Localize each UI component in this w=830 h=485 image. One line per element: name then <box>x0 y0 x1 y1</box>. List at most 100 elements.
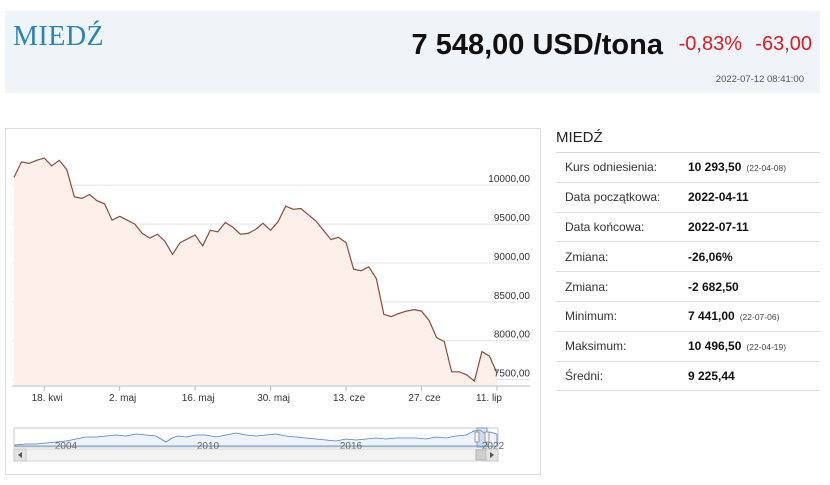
price-point[interactable] <box>230 225 235 230</box>
stats-label: Data początkowa: <box>556 182 688 213</box>
price-point[interactable] <box>102 201 107 206</box>
scrollbar-thumb[interactable] <box>475 449 487 461</box>
price-point[interactable] <box>351 267 356 272</box>
price-point[interactable] <box>208 228 213 233</box>
price-point[interactable] <box>147 236 152 241</box>
price-point[interactable] <box>464 372 469 377</box>
stats-row: Minimum: 7 441,00 (22-07-06) <box>556 301 820 332</box>
price-point[interactable] <box>140 231 145 236</box>
price-point[interactable] <box>389 314 394 319</box>
stats-row: Data początkowa: 2022-04-11 <box>556 182 820 213</box>
price-point[interactable] <box>42 156 47 161</box>
price-point[interactable] <box>178 240 183 245</box>
price-point[interactable] <box>268 228 273 233</box>
price-point[interactable] <box>117 214 122 219</box>
instrument-title: MIEDŹ <box>13 21 105 52</box>
navigator-year-label: 2004 <box>55 441 78 452</box>
stats-value: -26,06% <box>688 249 733 264</box>
navigator-labels: 2004 2010 2016 2022 <box>55 441 505 452</box>
stats-value: 7 441,00 <box>688 309 735 324</box>
stats-row: Maksimum: 10 496,50 (22-04-19) <box>556 331 820 362</box>
price-point[interactable] <box>162 239 167 244</box>
price-point[interactable] <box>283 204 288 209</box>
stats-label: Średni: <box>556 361 688 392</box>
price-point[interactable] <box>155 232 160 237</box>
price-point[interactable] <box>321 228 326 233</box>
price-point[interactable] <box>185 236 190 241</box>
stats-label: Kurs odniesienia: <box>556 152 688 183</box>
price-point[interactable] <box>381 312 386 317</box>
price-point[interactable] <box>298 206 303 211</box>
stats-date: (22-04-19) <box>746 342 787 353</box>
price-point[interactable] <box>404 309 409 314</box>
navigator-handle-left[interactable] <box>474 431 480 443</box>
price-point[interactable] <box>457 369 462 374</box>
price-point[interactable] <box>487 354 492 359</box>
price-point[interactable] <box>95 198 100 203</box>
price-point[interactable] <box>472 379 477 384</box>
price-point[interactable] <box>64 167 69 172</box>
price-point[interactable] <box>87 192 92 197</box>
stats-value: 10 293,50 <box>688 160 742 175</box>
price-point[interactable] <box>427 318 432 323</box>
price-point[interactable] <box>193 233 198 238</box>
price-point[interactable] <box>170 252 175 257</box>
price-point[interactable] <box>366 264 371 269</box>
price-point[interactable] <box>291 207 296 212</box>
change-absolute: -63,00 <box>755 33 812 55</box>
navigator-area <box>14 429 498 447</box>
price-point[interactable] <box>27 161 32 166</box>
price-point[interactable] <box>110 218 115 223</box>
price-point[interactable] <box>19 159 24 164</box>
price-point[interactable] <box>329 237 334 242</box>
change-percent: -0,83% <box>678 33 742 55</box>
price-point[interactable] <box>434 335 439 340</box>
price-point[interactable] <box>215 229 220 234</box>
price-point[interactable] <box>449 369 454 374</box>
price-point[interactable] <box>246 231 251 236</box>
price-point[interactable] <box>336 235 341 240</box>
price-point[interactable] <box>359 268 364 273</box>
price-point[interactable] <box>442 339 447 344</box>
y-tick-label: 8500,00 <box>494 291 531 302</box>
price-point[interactable] <box>313 219 318 224</box>
price-chart-svg[interactable]: 10000,00 9500,00 9000,00 8500,00 8000,00 7500… <box>6 129 542 476</box>
price-point[interactable] <box>306 212 311 217</box>
x-tick-label: 16. maj <box>182 393 215 404</box>
price-point[interactable] <box>49 163 54 168</box>
chevron-left-icon <box>18 452 22 458</box>
price-point[interactable] <box>261 221 266 226</box>
price-point[interactable] <box>344 240 349 245</box>
stats-label: Zmiana: <box>556 271 688 302</box>
price-point[interactable] <box>479 349 484 354</box>
navigator-year-label: 2022 <box>482 441 505 452</box>
price-point[interactable] <box>34 158 39 163</box>
stats-value-cell: 10 293,50 (22-04-08) <box>688 152 820 183</box>
price-point[interactable] <box>223 220 228 225</box>
y-tick-label: 8000,00 <box>494 330 531 341</box>
stats-row: Średni: 9 225,44 <box>556 361 820 392</box>
price-point[interactable] <box>419 309 424 314</box>
price-point[interactable] <box>276 219 281 224</box>
price-point[interactable] <box>374 276 379 281</box>
price-point[interactable] <box>72 194 77 199</box>
price-point[interactable] <box>12 175 17 180</box>
price-point[interactable] <box>253 227 258 232</box>
stats-row: Zmiana: -26,06% <box>556 241 820 273</box>
stats-row: Kurs odniesienia: 10 293,50 (22-04-08) <box>556 152 820 183</box>
price-point[interactable] <box>125 218 130 223</box>
price-point[interactable] <box>396 311 401 316</box>
stats-value-cell: 9 225,44 <box>688 361 820 392</box>
price-chart[interactable]: 10000,00 9500,00 9000,00 8500,00 8000,00 7500… <box>5 128 541 475</box>
price-point[interactable] <box>238 232 243 237</box>
price-point[interactable] <box>412 307 417 312</box>
price-point[interactable] <box>200 243 205 248</box>
scrollbar-track[interactable] <box>13 448 499 462</box>
statistics-table: Kurs odniesienia: 10 293,50 (22-04-08) Data… <box>556 152 820 392</box>
stats-row: Zmiana: -2 682,50 <box>556 271 820 302</box>
price-point[interactable] <box>79 196 84 201</box>
navigator-handle-right[interactable] <box>484 431 490 443</box>
stats-label: Zmiana: <box>556 241 688 273</box>
price-point[interactable] <box>57 158 62 163</box>
price-point[interactable] <box>132 222 137 227</box>
